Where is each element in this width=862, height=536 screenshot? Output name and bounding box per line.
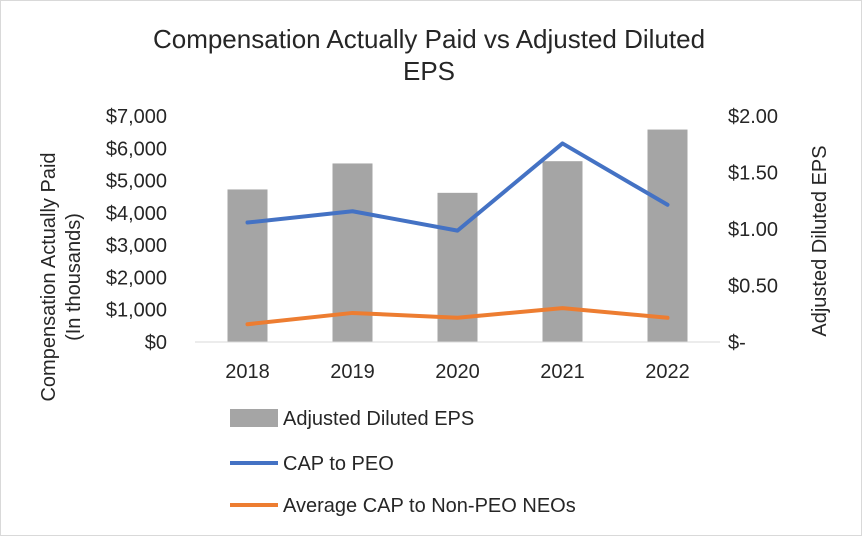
x-tick-label: 2021 <box>540 361 585 383</box>
legend-label: CAP to PEO <box>283 453 394 475</box>
y-left-label-line1: Compensation Actually Paid <box>38 152 60 401</box>
y-right-tick-label: $1.50 <box>728 163 778 185</box>
y-left-tick-label: $7,000 <box>106 106 167 128</box>
x-tick-label: 2020 <box>435 361 480 383</box>
y-left-tick-label: $5,000 <box>106 171 167 193</box>
y-left-tick-label: $3,000 <box>106 235 167 257</box>
y-left-label-line2: (In thousands) <box>63 213 85 341</box>
y-right-tick-label: $2.00 <box>728 106 778 128</box>
y-right-tick-label: $1.00 <box>728 219 778 241</box>
legend-label: Adjusted Diluted EPS <box>283 408 474 430</box>
plot-area: $0 $1,000 $2,000 $3,000 $4,000 $5,000 $6,000 $7… <box>106 106 778 383</box>
bar-2021 <box>542 161 583 342</box>
y-left-tick-label: $2,000 <box>106 267 167 289</box>
chart-title-line2: EPS <box>403 56 455 86</box>
y-right-label: Adjusted Diluted EPS <box>809 145 831 336</box>
y-right-tick-label: $- <box>728 332 746 354</box>
bar-2018 <box>227 189 268 342</box>
y-left-tick-label: $1,000 <box>106 300 167 322</box>
y-right-tick-label: $0.50 <box>728 276 778 298</box>
y-left-tick-label: $0 <box>145 332 167 354</box>
legend-label: Average CAP to Non-PEO NEOs <box>283 495 576 517</box>
legend-swatch-eps <box>230 409 278 427</box>
legend: Adjusted Diluted EPS CAP to PEO Average CA… <box>230 408 576 517</box>
x-tick-label: 2022 <box>645 361 690 383</box>
y-left-tick-label: $4,000 <box>106 203 167 225</box>
chart-title-line1: Compensation Actually Paid vs Adjusted D… <box>153 24 705 54</box>
x-tick-label: 2019 <box>330 361 375 383</box>
bar-2022 <box>647 129 688 342</box>
x-tick-label: 2018 <box>225 361 270 383</box>
y-left-tick-label: $6,000 <box>106 138 167 160</box>
